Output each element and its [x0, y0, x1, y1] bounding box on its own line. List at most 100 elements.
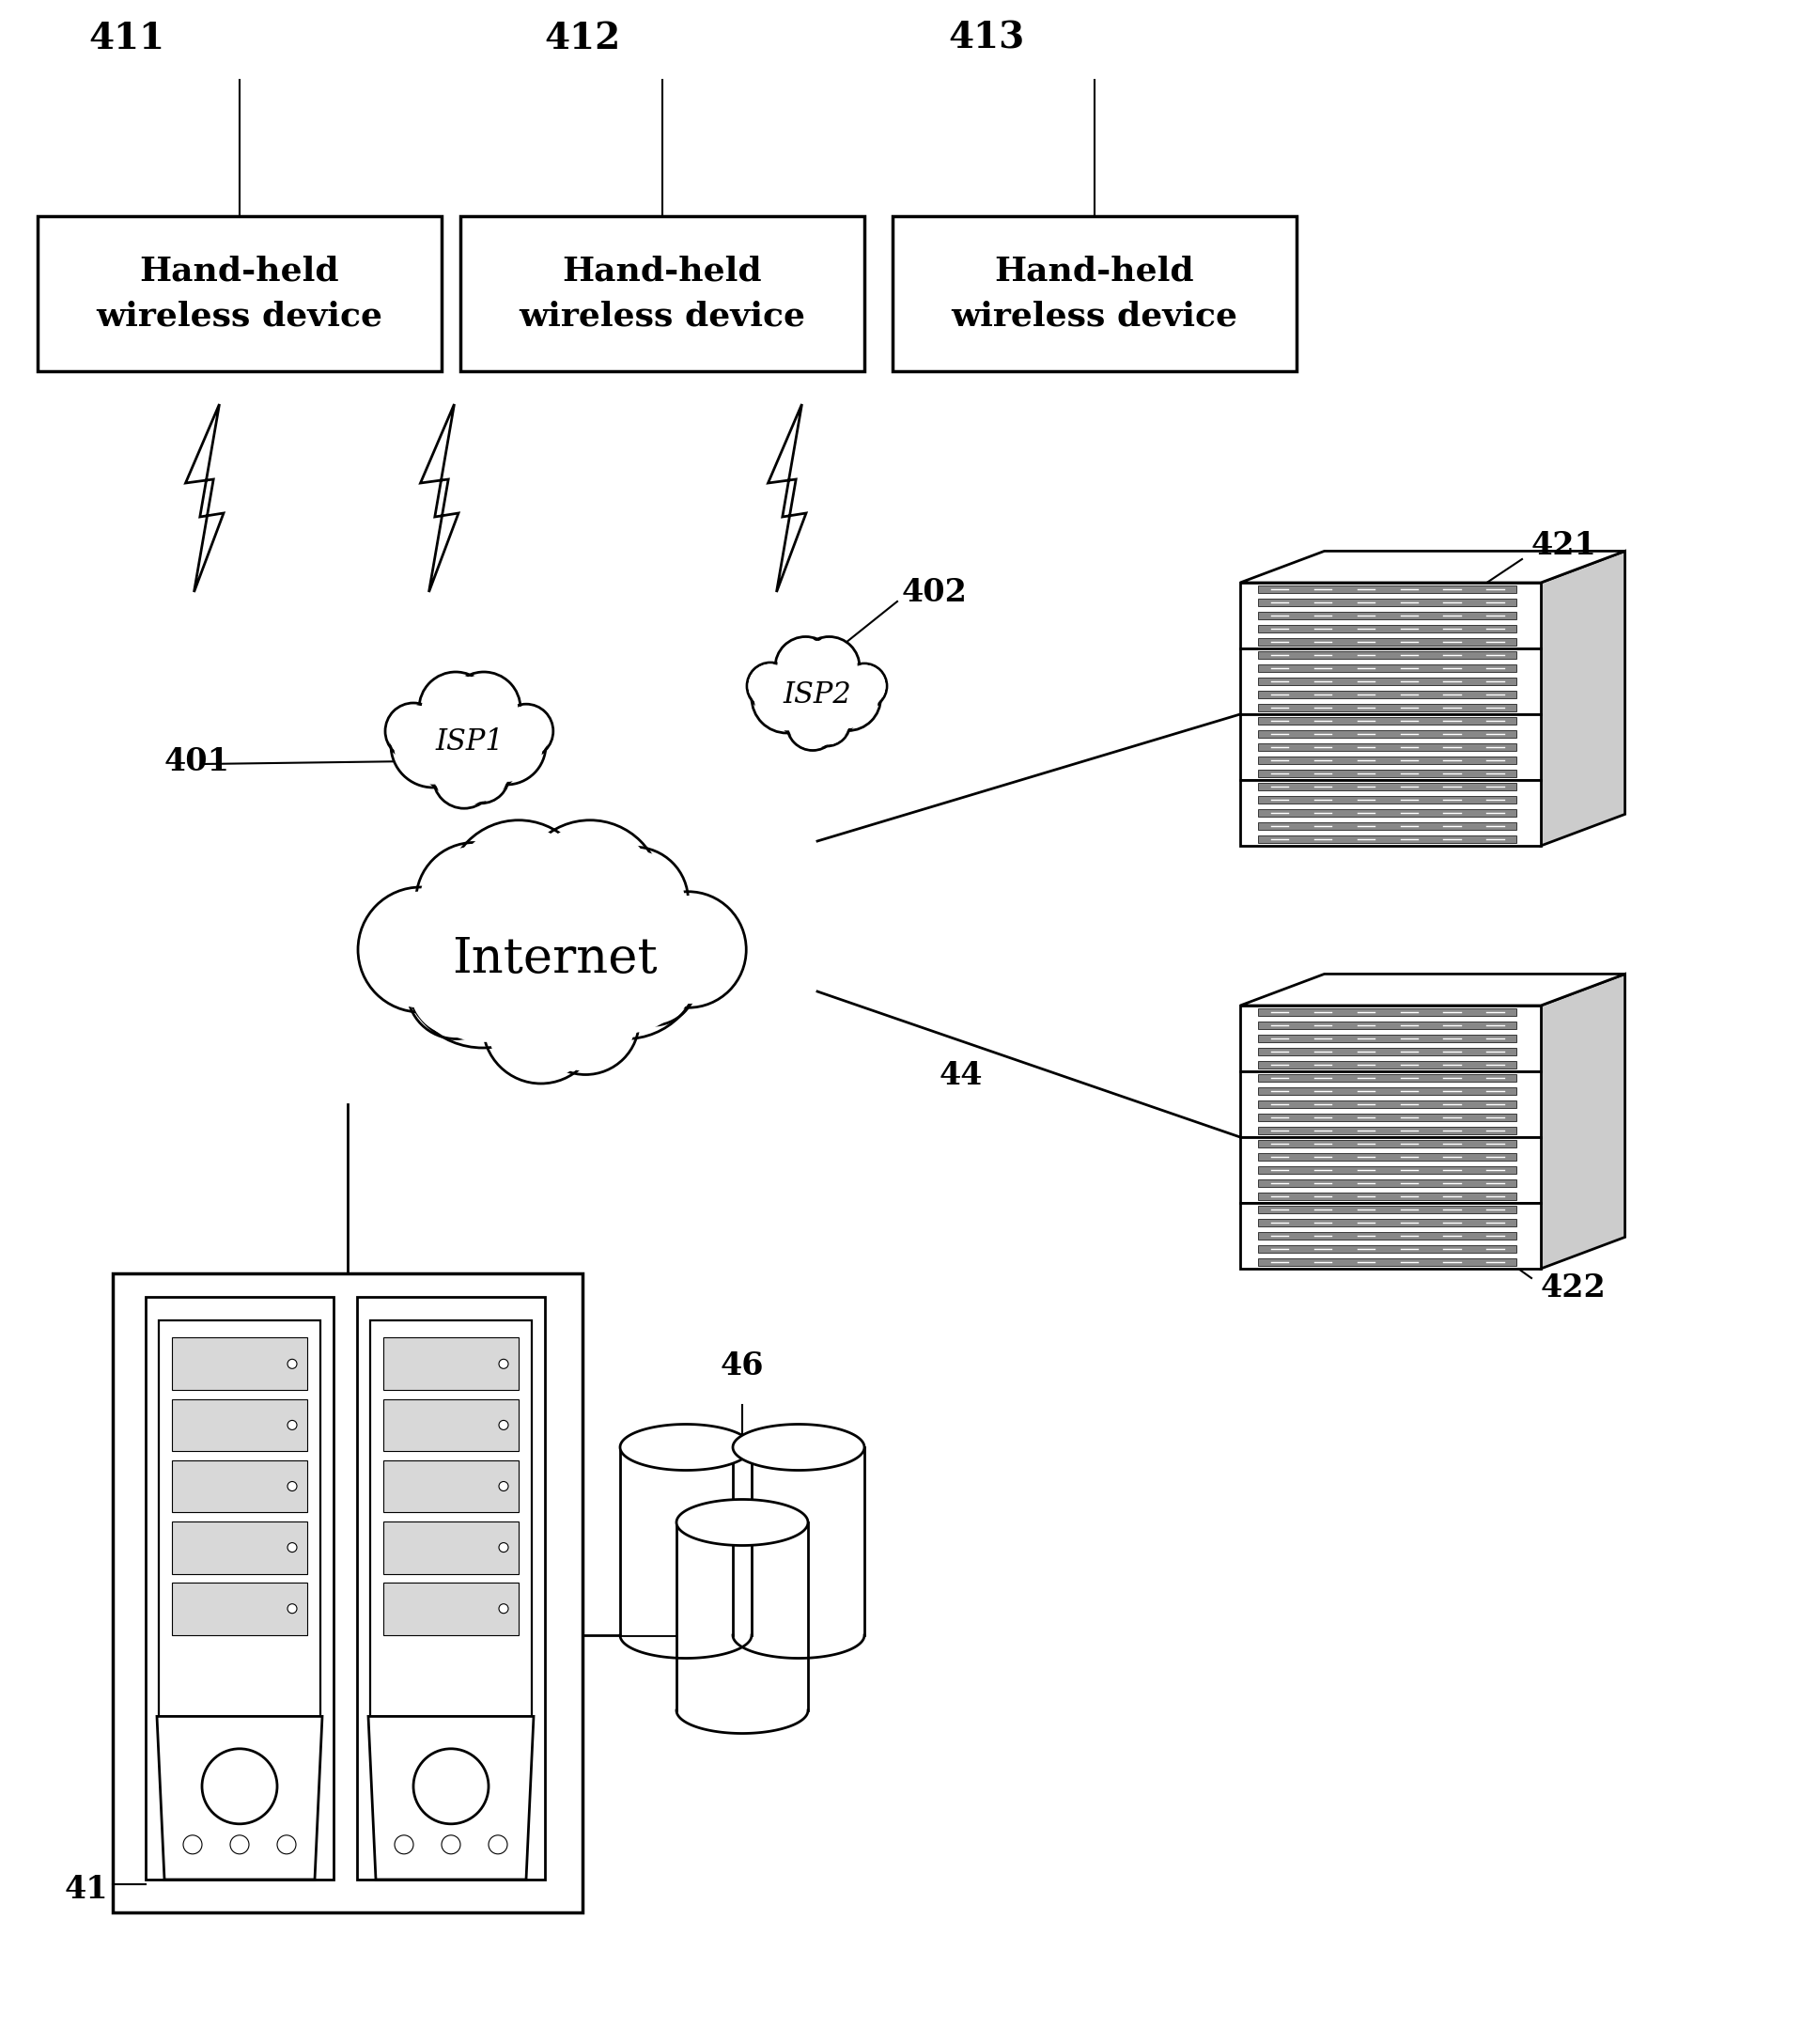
Polygon shape: [1258, 836, 1517, 842]
Circle shape: [467, 705, 546, 785]
Circle shape: [778, 640, 833, 695]
Polygon shape: [1258, 1233, 1517, 1239]
Polygon shape: [186, 405, 223, 593]
Circle shape: [288, 1605, 297, 1613]
Polygon shape: [1258, 585, 1517, 593]
Polygon shape: [1258, 1167, 1517, 1173]
Polygon shape: [368, 1717, 533, 1880]
Polygon shape: [1258, 756, 1517, 764]
Polygon shape: [1240, 781, 1541, 846]
Circle shape: [278, 1836, 296, 1854]
Polygon shape: [1240, 975, 1625, 1006]
Polygon shape: [420, 405, 458, 593]
Circle shape: [288, 1421, 297, 1429]
Polygon shape: [1258, 691, 1517, 699]
Circle shape: [359, 887, 483, 1012]
Circle shape: [231, 1836, 249, 1854]
Polygon shape: [1240, 1136, 1541, 1204]
Circle shape: [202, 1750, 278, 1823]
Circle shape: [557, 893, 696, 1032]
Circle shape: [805, 701, 849, 744]
Text: ISP1: ISP1: [436, 728, 505, 756]
Polygon shape: [1258, 717, 1517, 724]
Polygon shape: [146, 1296, 333, 1880]
Circle shape: [499, 1543, 508, 1551]
Circle shape: [755, 666, 818, 730]
Circle shape: [416, 842, 532, 959]
Circle shape: [746, 662, 795, 709]
Circle shape: [441, 1836, 460, 1854]
Polygon shape: [1258, 625, 1517, 632]
Circle shape: [184, 1836, 202, 1854]
Text: 41: 41: [65, 1874, 108, 1905]
Polygon shape: [733, 1425, 865, 1470]
Polygon shape: [733, 1447, 865, 1635]
Circle shape: [804, 699, 851, 746]
Polygon shape: [171, 1521, 306, 1574]
Polygon shape: [171, 1582, 306, 1635]
Circle shape: [413, 1750, 488, 1823]
Polygon shape: [1258, 1049, 1517, 1055]
Circle shape: [395, 707, 472, 783]
Polygon shape: [1258, 1218, 1517, 1226]
Circle shape: [456, 750, 506, 801]
Circle shape: [580, 846, 688, 955]
Polygon shape: [157, 1717, 323, 1880]
Circle shape: [611, 940, 694, 1022]
Text: 411: 411: [88, 20, 166, 57]
Text: 413: 413: [948, 20, 1025, 57]
Circle shape: [288, 1482, 297, 1490]
Text: 46: 46: [721, 1351, 764, 1382]
Polygon shape: [159, 1320, 321, 1723]
Text: 401: 401: [164, 746, 231, 777]
Circle shape: [447, 672, 521, 746]
Polygon shape: [384, 1521, 519, 1574]
Polygon shape: [384, 1337, 519, 1390]
Circle shape: [288, 1359, 297, 1369]
Polygon shape: [1541, 552, 1625, 846]
Circle shape: [842, 664, 887, 709]
Polygon shape: [1258, 1153, 1517, 1161]
Polygon shape: [1541, 975, 1625, 1269]
Circle shape: [450, 675, 517, 742]
Circle shape: [798, 636, 860, 697]
Text: 421: 421: [1532, 529, 1597, 560]
Polygon shape: [1258, 1114, 1517, 1120]
Polygon shape: [1258, 809, 1517, 818]
Polygon shape: [1258, 1008, 1517, 1016]
Polygon shape: [1240, 648, 1541, 713]
Text: ISP2: ISP2: [784, 681, 852, 709]
Circle shape: [420, 846, 528, 955]
Circle shape: [634, 895, 742, 1004]
Circle shape: [499, 703, 553, 758]
Circle shape: [499, 1359, 508, 1369]
Circle shape: [452, 826, 584, 957]
Polygon shape: [357, 1296, 544, 1880]
Polygon shape: [768, 405, 805, 593]
Circle shape: [447, 820, 589, 963]
Polygon shape: [1258, 1245, 1517, 1253]
Polygon shape: [1258, 599, 1517, 607]
Circle shape: [631, 891, 746, 1008]
Polygon shape: [1258, 1259, 1517, 1265]
Circle shape: [387, 705, 440, 756]
Circle shape: [750, 664, 791, 707]
Circle shape: [586, 850, 685, 950]
Polygon shape: [460, 217, 865, 372]
Polygon shape: [1258, 1087, 1517, 1096]
Circle shape: [386, 703, 441, 758]
Polygon shape: [1258, 638, 1517, 646]
Circle shape: [607, 936, 697, 1026]
Circle shape: [418, 691, 521, 793]
Circle shape: [751, 662, 822, 734]
Polygon shape: [1240, 1071, 1541, 1136]
Circle shape: [550, 887, 701, 1038]
Polygon shape: [1240, 713, 1541, 781]
Polygon shape: [369, 1320, 532, 1723]
Polygon shape: [1258, 1141, 1517, 1147]
Text: 412: 412: [544, 20, 620, 57]
Circle shape: [499, 1482, 508, 1490]
Circle shape: [771, 648, 865, 742]
Circle shape: [391, 703, 476, 787]
Circle shape: [395, 1836, 413, 1854]
